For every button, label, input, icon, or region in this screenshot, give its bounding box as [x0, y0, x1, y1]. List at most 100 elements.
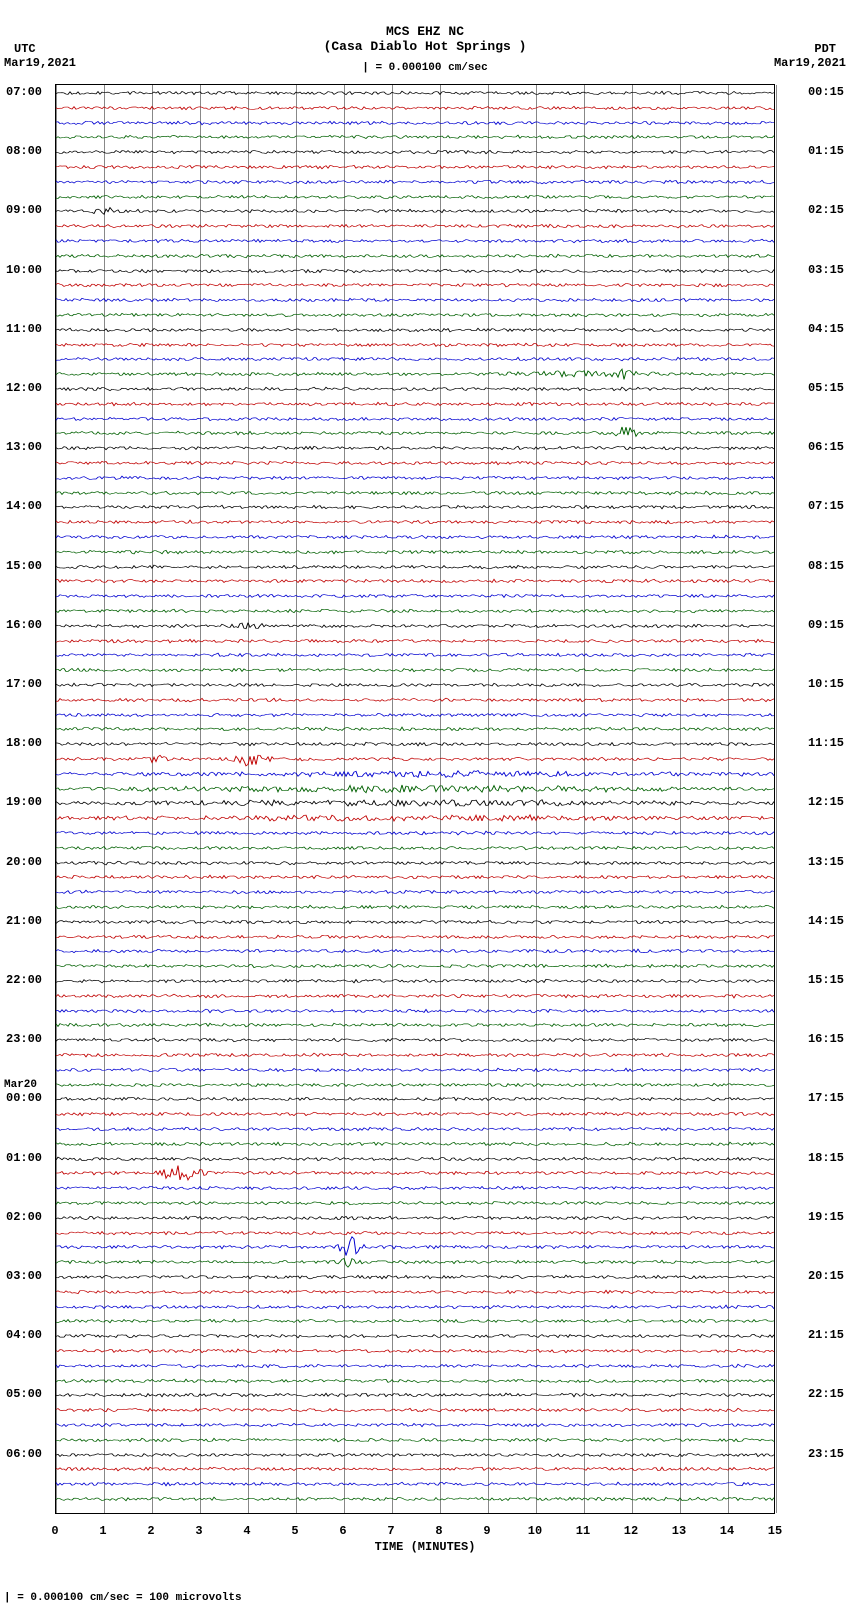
seismic-trace: [56, 1292, 776, 1293]
seismic-trace: [56, 108, 776, 109]
utc-hour-label: 12:00: [6, 381, 42, 395]
x-tick-label: 5: [291, 1524, 298, 1538]
seismic-trace: [56, 137, 776, 138]
seismic-trace: [56, 1025, 776, 1026]
utc-hour-label: 09:00: [6, 203, 42, 217]
station-name: (Casa Diablo Hot Springs ): [0, 39, 850, 54]
seismic-trace: [56, 996, 776, 997]
utc-hour-label: 15:00: [6, 559, 42, 573]
seismic-trace: [56, 848, 776, 849]
seismic-trace: [56, 315, 776, 316]
utc-hour-label: 02:00: [6, 1210, 42, 1224]
seismic-trace: [56, 300, 776, 301]
x-axis-title: TIME (MINUTES): [0, 1540, 850, 1554]
pdt-hour-label: 03:15: [808, 263, 844, 277]
pdt-hour-label: 04:15: [808, 322, 844, 336]
seismic-trace: [56, 774, 776, 775]
x-tick-label: 4: [243, 1524, 250, 1538]
footer-scale-note: | = 0.000100 cm/sec = 100 microvolts: [4, 1592, 242, 1604]
seismic-trace: [56, 1040, 776, 1041]
utc-hour-label: 20:00: [6, 855, 42, 869]
seismic-trace: [56, 1410, 776, 1411]
seismic-trace: [56, 892, 776, 893]
seismic-trace: [56, 271, 776, 272]
seismogram-plot: [55, 84, 775, 1514]
utc-hour-label: 04:00: [6, 1328, 42, 1342]
plot-header: MCS EHZ NC (Casa Diablo Hot Springs ): [0, 24, 850, 54]
seismic-trace: [56, 1262, 776, 1263]
seismic-trace: [56, 1099, 776, 1100]
seismic-trace: [56, 197, 776, 198]
utc-hour-label: 11:00: [6, 322, 42, 336]
seismic-trace: [56, 937, 776, 938]
seismic-trace: [56, 907, 776, 908]
pdt-hour-label: 19:15: [808, 1210, 844, 1224]
utc-hour-label: 17:00: [6, 677, 42, 691]
x-tick-label: 6: [339, 1524, 346, 1538]
seismic-trace: [56, 1366, 776, 1367]
seismic-trace: [56, 966, 776, 967]
tz-left-label: UTC: [14, 42, 36, 56]
seismic-trace: [56, 1129, 776, 1130]
seismic-trace: [56, 433, 776, 434]
pdt-hour-label: 10:15: [808, 677, 844, 691]
x-tick-label: 7: [387, 1524, 394, 1538]
date-right-label: Mar19,2021: [774, 56, 846, 70]
seismic-trace: [56, 581, 776, 582]
utc-hour-label: 06:00: [6, 1447, 42, 1461]
pdt-hour-label: 07:15: [808, 499, 844, 513]
seismic-trace: [56, 374, 776, 375]
pdt-hour-label: 16:15: [808, 1032, 844, 1046]
pdt-hour-label: 00:15: [808, 85, 844, 99]
x-tick-label: 12: [624, 1524, 638, 1538]
seismic-trace: [56, 552, 776, 553]
utc-hour-label: 16:00: [6, 618, 42, 632]
seismic-trace: [56, 448, 776, 449]
seismic-trace: [56, 330, 776, 331]
pdt-hour-label: 23:15: [808, 1447, 844, 1461]
pdt-hour-label: 21:15: [808, 1328, 844, 1342]
seismic-trace: [56, 507, 776, 508]
seismic-trace: [56, 700, 776, 701]
seismic-trace: [56, 226, 776, 227]
seismic-trace: [56, 1455, 776, 1456]
pdt-hour-label: 01:15: [808, 144, 844, 158]
seismic-trace: [56, 1085, 776, 1086]
seismic-trace: [56, 1425, 776, 1426]
seismic-trace: [56, 211, 776, 212]
seismic-trace: [56, 789, 776, 790]
seismic-trace: [56, 478, 776, 479]
seismic-trace: [56, 1218, 776, 1219]
x-tick-label: 13: [672, 1524, 686, 1538]
utc-hour-label: 13:00: [6, 440, 42, 454]
scale-legend: | = 0.000100 cm/sec: [0, 62, 850, 74]
seismic-trace: [56, 463, 776, 464]
seismic-trace: [56, 729, 776, 730]
utc-hour-label: 05:00: [6, 1387, 42, 1401]
pdt-hour-label: 20:15: [808, 1269, 844, 1283]
seismic-trace: [56, 1114, 776, 1115]
seismic-trace: [56, 1381, 776, 1382]
date-left-label: Mar19,2021: [4, 56, 76, 70]
seismic-trace: [56, 1499, 776, 1500]
x-tick-label: 15: [768, 1524, 782, 1538]
pdt-hour-label: 15:15: [808, 973, 844, 987]
seismic-trace: [56, 951, 776, 952]
seismic-trace: [56, 493, 776, 494]
seismic-trace: [56, 759, 776, 760]
seismic-trace: [56, 670, 776, 671]
utc-hour-label: 22:00: [6, 973, 42, 987]
midnight-date-label: Mar20: [4, 1079, 37, 1091]
seismic-trace: [56, 1247, 776, 1248]
pdt-hour-label: 02:15: [808, 203, 844, 217]
x-tick-label: 1: [99, 1524, 106, 1538]
seismic-trace: [56, 655, 776, 656]
seismic-trace: [56, 1188, 776, 1189]
seismic-trace: [56, 744, 776, 745]
seismic-trace: [56, 715, 776, 716]
x-tick-label: 10: [528, 1524, 542, 1538]
seismic-trace: [56, 537, 776, 538]
seismic-trace: [56, 877, 776, 878]
pdt-hour-label: 12:15: [808, 795, 844, 809]
x-tick-label: 11: [576, 1524, 590, 1538]
